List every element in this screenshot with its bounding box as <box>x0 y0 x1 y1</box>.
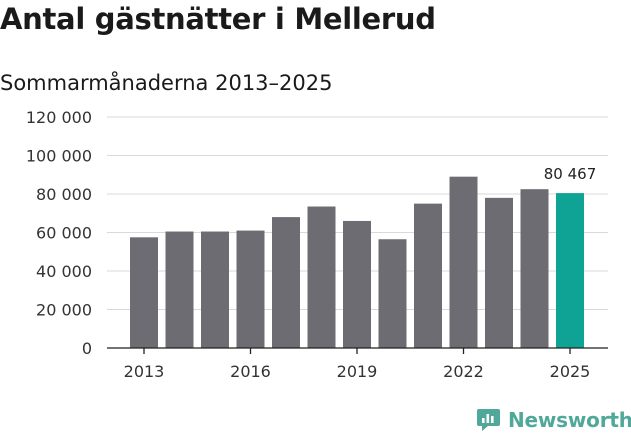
y-tick-label: 0 <box>82 339 92 358</box>
bar-2023 <box>485 197 513 348</box>
bar-2015 <box>201 231 229 348</box>
x-tick-label: 2025 <box>550 362 591 381</box>
y-tick-label: 100 000 <box>26 147 92 166</box>
bar-2024 <box>520 189 549 348</box>
bar-2017 <box>272 217 300 348</box>
brand-logo: Newsworthy <box>476 407 631 432</box>
bar-value-label: 80 467 <box>544 165 597 183</box>
y-tick-label: 60 000 <box>36 224 92 243</box>
chart-title: Antal gästnätter i Mellerud <box>0 2 436 36</box>
bar-2021 <box>414 203 442 348</box>
bar-2025 <box>556 193 584 348</box>
newsworthy-logo-icon <box>477 409 500 431</box>
chart-subtitle: Sommarmånaderna 2013–2025 <box>0 71 333 95</box>
x-tick-label: 2019 <box>337 362 378 381</box>
bar-2013 <box>130 237 158 348</box>
bar-2020 <box>378 239 407 348</box>
bar-2022 <box>449 176 478 348</box>
bar-2014 <box>165 231 194 348</box>
y-tick-label: 120 000 <box>26 108 92 127</box>
y-tick-label: 80 000 <box>36 185 92 204</box>
bar-2019 <box>343 220 371 348</box>
y-tick-label: 40 000 <box>36 262 92 281</box>
x-tick-label: 2016 <box>230 362 271 381</box>
bar-2016 <box>236 230 265 348</box>
brand-name: Newsworthy <box>508 407 631 432</box>
y-tick-label: 20 000 <box>36 301 92 320</box>
x-tick-label: 2013 <box>124 362 165 381</box>
x-tick-label: 2022 <box>443 362 484 381</box>
bar-2018 <box>307 206 336 348</box>
